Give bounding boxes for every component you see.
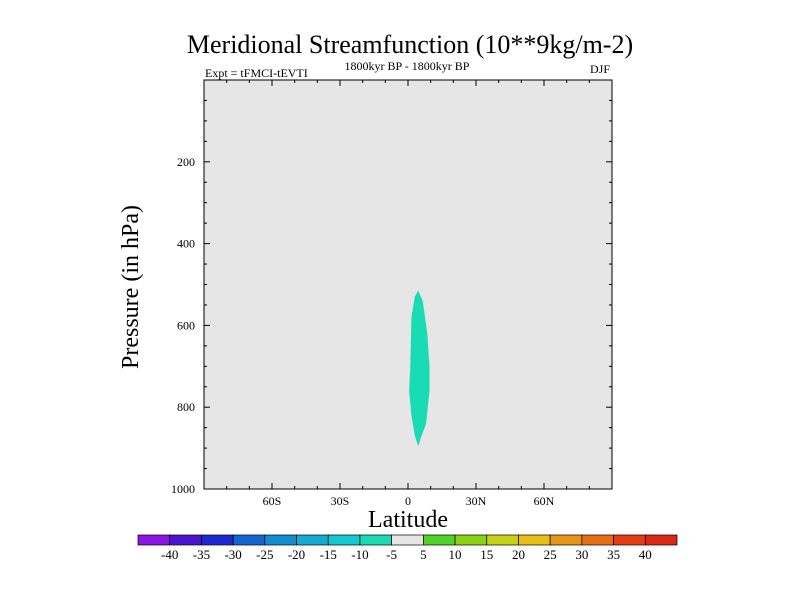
colorbar-label: -10 xyxy=(351,547,368,562)
season-label: DJF xyxy=(590,62,610,76)
colorbar-swatch xyxy=(454,534,488,546)
colorbar-label: 30 xyxy=(575,547,588,562)
x-tick-label: 60N xyxy=(534,494,555,508)
colorbar-swatch xyxy=(201,534,234,546)
colorbar-swatch xyxy=(327,534,361,546)
y-tick-label: 1000 xyxy=(171,482,195,496)
colorbar-swatch xyxy=(232,534,266,546)
colorbar-label: 25 xyxy=(544,547,557,562)
chart-title: Meridional Streamfunction (10**9kg/m-2) xyxy=(187,30,633,59)
colorbar-label: 40 xyxy=(639,547,652,562)
colorbar-swatch xyxy=(486,534,519,546)
y-tick-label: 400 xyxy=(177,237,195,251)
x-tick-label: 30S xyxy=(331,494,350,508)
x-tick-label: 30N xyxy=(466,494,487,508)
colorbar-swatch xyxy=(264,534,297,546)
y-tick-label: 800 xyxy=(177,400,195,414)
colorbar-label: 35 xyxy=(607,547,620,562)
colorbar-swatch xyxy=(581,534,614,546)
colorbar-swatch xyxy=(518,534,551,546)
colorbar-swatch xyxy=(391,534,424,546)
experiment-label: Expt = tFMCI-tEVTI xyxy=(205,66,308,80)
colorbar-swatch xyxy=(296,534,329,546)
colorbar-swatch xyxy=(644,534,678,546)
colorbar-label: 5 xyxy=(420,547,427,562)
x-tick-label: 0 xyxy=(405,494,411,508)
colorbar-label: -40 xyxy=(161,547,178,562)
colorbar-label: -35 xyxy=(193,547,210,562)
x-tick-label: 60S xyxy=(263,494,282,508)
period-label: 1800kyr BP - 1800kyr BP xyxy=(345,59,470,73)
y-tick-label: 200 xyxy=(177,155,195,169)
colorbar-swatch xyxy=(549,534,583,546)
plot-area: 200 400 600 800 1000 60S 30S 0 30N 60N xyxy=(171,79,613,508)
colorbar-label: 20 xyxy=(512,547,525,562)
colorbar-swatch xyxy=(169,534,202,546)
colorbar-swatch xyxy=(137,534,171,546)
colorbar-label: -25 xyxy=(256,547,273,562)
colorbar-label: -15 xyxy=(320,547,337,562)
contour-region-neg10-neg5 xyxy=(409,290,430,447)
plot-background xyxy=(204,80,612,489)
y-tick-label: 600 xyxy=(177,318,195,332)
colorbar-label: 10 xyxy=(449,547,462,562)
colorbar-label: -5 xyxy=(386,547,397,562)
y-axis-title: Pressure (in hPa) xyxy=(118,205,144,369)
x-axis-title: Latitude xyxy=(368,507,448,533)
colorbar-swatch xyxy=(359,534,392,546)
colorbar: -40 -35 -30 -25 -20 -15 -10 -5 5 10 15 20 25 30 35 40 xyxy=(137,534,678,562)
colorbar-label: 15 xyxy=(480,547,493,562)
colorbar-label: -20 xyxy=(288,547,305,562)
colorbar-swatch xyxy=(423,534,456,546)
colorbar-swatch xyxy=(613,534,646,546)
colorbar-label: -30 xyxy=(224,547,241,562)
